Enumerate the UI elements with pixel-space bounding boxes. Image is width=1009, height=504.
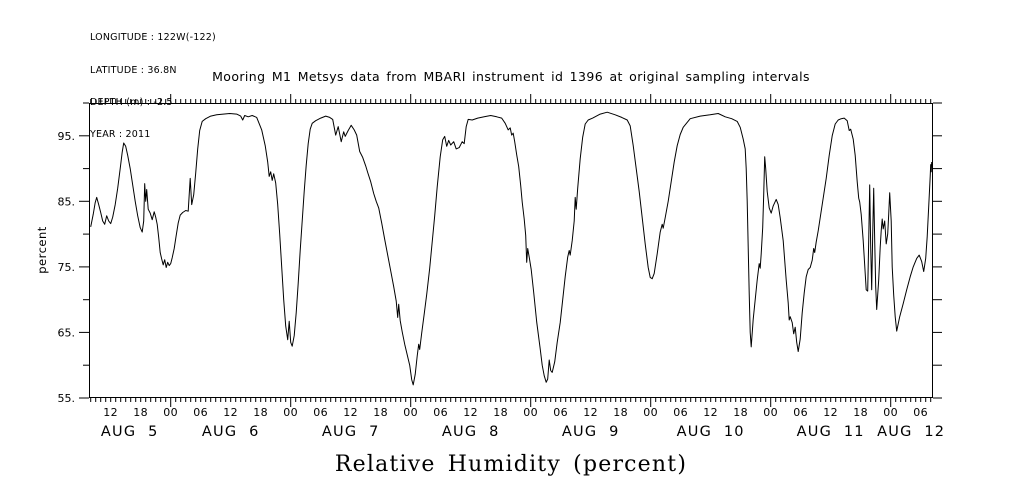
- x-hour-label: 00: [883, 406, 898, 419]
- x-hour-label: 00: [643, 406, 658, 419]
- meta-depth: DEPTH (m) : -2.5: [90, 96, 173, 108]
- x-hour-label: 12: [703, 406, 718, 419]
- x-hour-label: 00: [763, 406, 778, 419]
- chart-caption: Relative Humidity (percent): [334, 452, 688, 477]
- x-hour-label: 18: [373, 406, 388, 419]
- x-hour-label: 06: [433, 406, 448, 419]
- y-tick-label: 55.: [58, 392, 76, 405]
- x-hour-label: 00: [163, 406, 178, 419]
- x-hour-label: 18: [853, 406, 868, 419]
- x-hour-label: 00: [283, 406, 298, 419]
- x-hour-label: 06: [793, 406, 808, 419]
- x-hour-label: 18: [613, 406, 628, 419]
- x-date-label: AUG 8: [442, 424, 500, 440]
- x-hour-label: 06: [553, 406, 568, 419]
- x-hour-label: 12: [823, 406, 838, 419]
- y-tick-label: 75.: [58, 261, 76, 274]
- x-hour-label: 18: [253, 406, 268, 419]
- chart-title: Mooring M1 Metsys data from MBARI instru…: [212, 69, 810, 84]
- x-hour-label: 06: [193, 406, 208, 419]
- x-hour-label: 06: [313, 406, 328, 419]
- x-hour-label: 12: [223, 406, 238, 419]
- x-date-label: AUG 6: [202, 424, 260, 440]
- y-tick-label: 85.: [58, 195, 76, 208]
- y-tick-label: 95.: [58, 130, 76, 143]
- x-date-label: AUG 7: [322, 424, 380, 440]
- x-hour-label: 12: [103, 406, 118, 419]
- meta-latitude: LATITUDE : 36.8N: [90, 64, 177, 76]
- meta-longitude: LONGITUDE : 122W(-122): [90, 32, 216, 44]
- x-date-label: AUG 9: [562, 424, 620, 440]
- x-hour-label: 18: [133, 406, 148, 419]
- x-hour-label: 06: [913, 406, 928, 419]
- x-date-label: AUG 10: [677, 424, 745, 440]
- x-hour-label: 06: [673, 406, 688, 419]
- x-hour-label: 12: [343, 406, 358, 419]
- y-tick-label: 65.: [58, 326, 76, 339]
- x-date-label: AUG 12: [877, 424, 945, 440]
- meta-year: YEAR : 2011: [90, 128, 151, 140]
- x-hour-label: 18: [733, 406, 748, 419]
- x-date-label: AUG 5: [101, 424, 159, 440]
- x-hour-label: 00: [523, 406, 538, 419]
- x-hour-label: 12: [583, 406, 598, 419]
- x-hour-label: 18: [493, 406, 508, 419]
- humidity-line: [90, 111, 933, 386]
- x-hour-label: 12: [463, 406, 478, 419]
- header-metadata: LONGITUDE : 122W(-122) LATITUDE : 36.8N …: [90, 12, 216, 151]
- x-hour-label: 00: [403, 406, 418, 419]
- plot-frame: [89, 103, 933, 398]
- x-date-label: AUG 11: [797, 424, 865, 440]
